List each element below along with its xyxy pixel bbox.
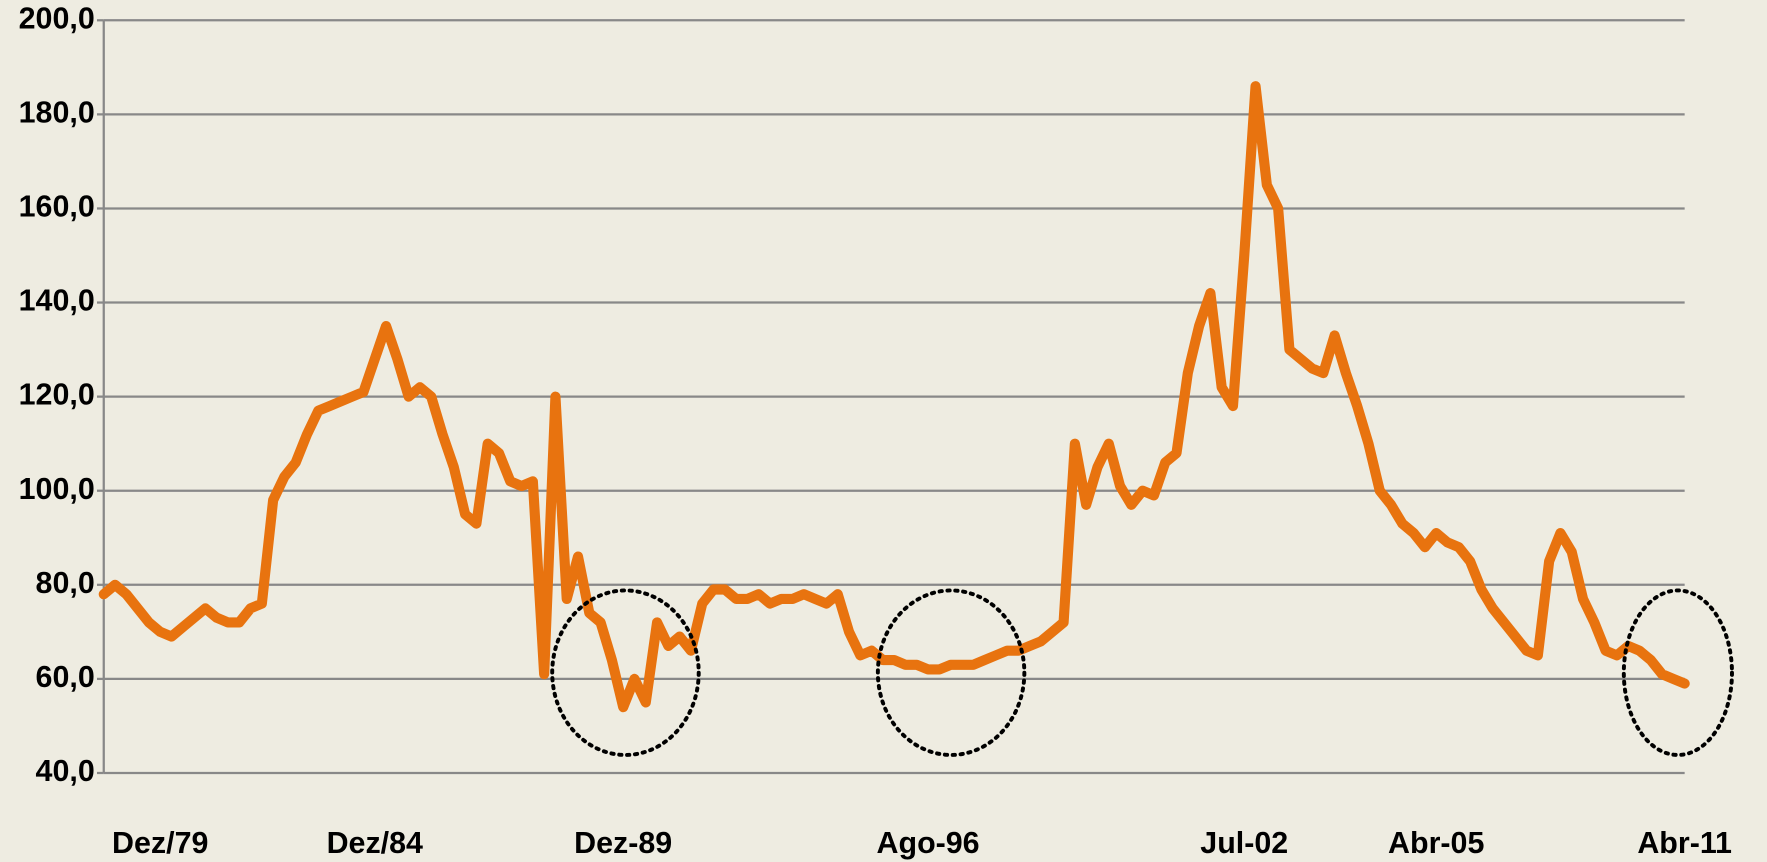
y-tick-label: 160,0: [19, 189, 95, 223]
x-tick-label: Ago-96: [877, 826, 980, 860]
y-tick-label: 100,0: [19, 472, 95, 506]
x-tick-label: Dez/84: [327, 826, 423, 860]
y-tick-label: 80,0: [36, 566, 95, 600]
x-tick-label: Jul-02: [1200, 826, 1288, 860]
x-tick-label: Abr-05: [1388, 826, 1484, 860]
y-tick-label: 200,0: [19, 1, 95, 35]
x-tick-label: Dez-89: [574, 826, 672, 860]
y-tick-label: 180,0: [19, 95, 95, 129]
y-tick-label: 60,0: [36, 660, 95, 694]
x-tick-label: Dez/79: [112, 826, 208, 860]
y-tick-label: 140,0: [19, 284, 95, 318]
plot-area: [98, 81, 1690, 713]
grid: 40,0 60,0 80,0 100,0 120,0 140,0 160,0 180,0 200…: [19, 1, 1685, 788]
x-tick-label: Abr-11: [1637, 826, 1732, 860]
highlight-circle: [875, 588, 1027, 757]
data-line: [98, 81, 1690, 713]
y-tick-label: 40,0: [36, 754, 95, 788]
highlight-circle: [550, 588, 701, 757]
y-tick-label: 120,0: [19, 378, 95, 412]
highlight-circle: [1621, 588, 1734, 757]
